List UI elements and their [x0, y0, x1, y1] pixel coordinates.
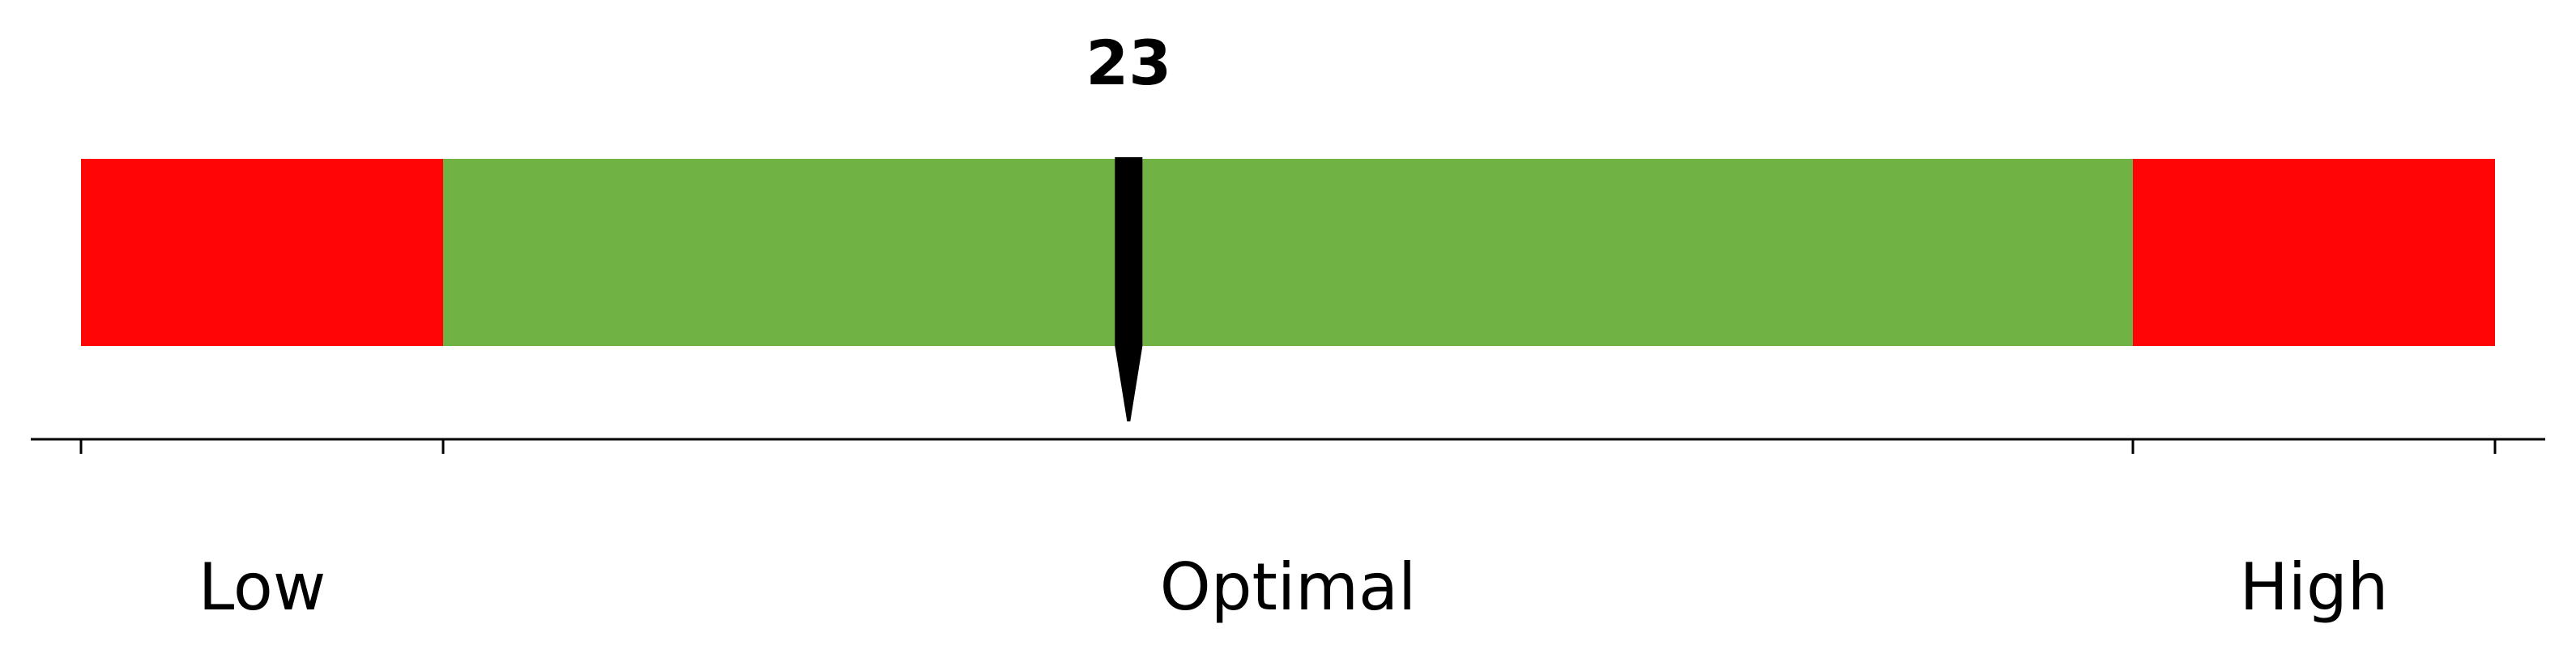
range-label-high: High: [2240, 549, 2389, 625]
range-label-optimal: Optimal: [1160, 549, 1417, 625]
range-segments: [81, 159, 2495, 346]
marker-bar: [1115, 157, 1143, 346]
marker-pointer-icon: [1115, 346, 1143, 421]
value-marker: 23: [1085, 27, 1171, 421]
segment-high: [2133, 159, 2495, 346]
x-axis-ticks: [79, 439, 2497, 454]
value-label: 23: [1085, 27, 1171, 99]
segment-low: [81, 159, 443, 346]
range-labels: Low Optimal High: [198, 549, 2389, 625]
segment-optimal: [443, 159, 2133, 346]
range-label-low: Low: [198, 549, 326, 625]
